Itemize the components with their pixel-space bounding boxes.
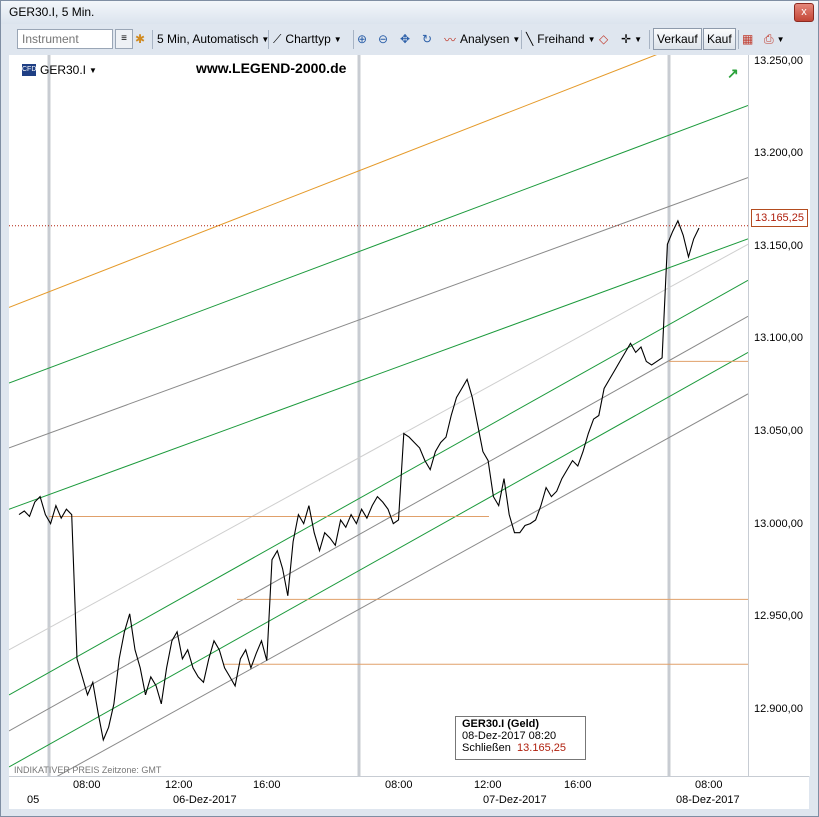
sell-button[interactable]: Verkauf [653, 28, 702, 50]
autoscale-icon[interactable]: ✥ [400, 32, 411, 46]
infobox-title: GER30.I (Geld) [462, 718, 540, 730]
chevron-down-icon: ▼ [512, 34, 521, 44]
y-tick-label: 13.250,00 [754, 55, 803, 67]
separator [649, 30, 650, 49]
chart-plot-area[interactable]: CFD GER30.I ▼ www.LEGEND-2000.de ↗ GER30… [9, 55, 748, 776]
analysen-dropdown[interactable]: 〰 Analysen ▼ [444, 27, 520, 51]
channel-line [9, 177, 748, 449]
window-title: GER30.I, 5 Min. [9, 5, 95, 19]
price-infobox: GER30.I (Geld) 08-Dez-2017 08:20 Schließ… [455, 716, 586, 760]
trend-up-icon: ↗ [727, 65, 739, 81]
y-tick-label: 13.100,00 [754, 332, 803, 344]
refresh-icon[interactable]: ↻ [422, 32, 433, 46]
price-series-line [18, 219, 700, 742]
x-tick-label: 08:00 [695, 779, 723, 791]
infobox-close-value: 13.165,25 [517, 742, 566, 754]
favorite-icon[interactable]: ✱ [135, 32, 146, 46]
infobox-close-label: Schließen [462, 742, 511, 754]
line-chart-icon: ⟋ [273, 31, 282, 46]
chevron-down-icon: ▼ [333, 34, 342, 44]
instrument-input[interactable] [18, 30, 112, 48]
instrument-list-icon[interactable]: ≡ [115, 29, 133, 49]
time-axis[interactable]: 08:00 12:00 16:00 08:00 12:00 16:00 08:0… [9, 776, 809, 809]
current-price-badge: 13.165,25 [751, 209, 808, 227]
x-tick-label: 16:00 [564, 779, 592, 791]
x-day-label: 08-Dez-2017 [676, 794, 740, 806]
cfd-icon: CFD [22, 64, 36, 76]
price-chart [9, 55, 748, 776]
chevron-down-icon: ▼ [776, 34, 785, 44]
chevron-down-icon: ▼ [587, 34, 596, 44]
x-tick-label: 08:00 [73, 779, 101, 791]
infobox-datetime: 08-Dez-2017 08:20 [462, 730, 557, 742]
x-day-label: 07-Dez-2017 [483, 794, 547, 806]
y-tick-label: 13.050,00 [754, 425, 803, 437]
crosshair-dropdown[interactable]: ✛ ▼ [621, 32, 642, 46]
price-axis[interactable]: 13.250,00 13.200,00 13.150,00 13.100,00 … [748, 55, 810, 776]
separator [152, 30, 153, 49]
chevron-down-icon: ▼ [261, 34, 270, 44]
y-tick-label: 13.000,00 [754, 518, 803, 530]
y-tick-label: 13.200,00 [754, 147, 803, 159]
chevron-down-icon: ▼ [634, 34, 642, 44]
pen-icon: ╲ [526, 32, 534, 46]
eraser-icon[interactable]: ◇ [599, 32, 609, 46]
y-tick-label: 13.150,00 [754, 240, 803, 252]
instrument-field[interactable] [17, 29, 113, 49]
interval-dropdown[interactable]: 5 Min, Automatisch ▼ [157, 27, 269, 51]
separator [268, 30, 269, 49]
channel-line [9, 351, 748, 768]
indicative-price-note: INDIKATIVER PREIS Zeitzone: GMT [14, 765, 162, 775]
website-watermark: www.LEGEND-2000.de [196, 60, 347, 76]
separator [353, 30, 354, 49]
channel-line [9, 55, 658, 308]
charttype-label: Charttyp [285, 32, 331, 46]
channel-line [9, 243, 748, 651]
y-tick-label: 12.900,00 [754, 703, 803, 715]
freihand-label: Freihand [537, 32, 585, 46]
channel-line [9, 105, 748, 384]
x-tick-label: 08:00 [385, 779, 413, 791]
channel-line [9, 279, 748, 696]
freihand-dropdown[interactable]: ╲ Freihand ▼ [526, 27, 596, 51]
analysen-label: Analysen [460, 32, 510, 46]
x-tick-label: 16:00 [253, 779, 281, 791]
x-tick-label: 12:00 [165, 779, 193, 791]
chart-window-icon[interactable]: ▦ [742, 32, 754, 46]
channel-line [9, 238, 748, 510]
analysis-icon: 〰 [444, 32, 457, 47]
separator [521, 30, 522, 49]
chevron-down-icon: ▼ [89, 65, 97, 75]
y-tick-label: 12.950,00 [754, 610, 803, 622]
symbol-label: GER30.I [40, 63, 87, 77]
interval-label: 5 Min, Automatisch [157, 32, 259, 46]
x-day-label: 05 [27, 794, 40, 806]
zoom-in-icon[interactable]: ⊕ [357, 32, 368, 46]
buy-button[interactable]: Kauf [703, 28, 736, 50]
toolbar: ≡ ✱ 5 Min, Automatisch▼ ⟋Charttyp▼ ⊕ ⊖ ✥… [9, 27, 809, 53]
channel-line [9, 315, 748, 732]
x-tick-label: 12:00 [474, 779, 502, 791]
symbol-legend[interactable]: CFD GER30.I ▼ [22, 63, 97, 77]
close-button[interactable]: x [794, 3, 814, 22]
charttype-dropdown[interactable]: ⟋ Charttyp ▼ [273, 27, 342, 51]
x-day-label: 06-Dez-2017 [173, 794, 237, 806]
channel-line [56, 393, 748, 776]
zoom-out-icon[interactable]: ⊖ [378, 32, 389, 46]
separator [738, 30, 739, 49]
title-bar: GER30.I, 5 Min. x [1, 1, 818, 24]
print-dropdown[interactable]: ⎙ ▼ [764, 27, 785, 51]
print-icon: ⎙ [764, 31, 774, 46]
